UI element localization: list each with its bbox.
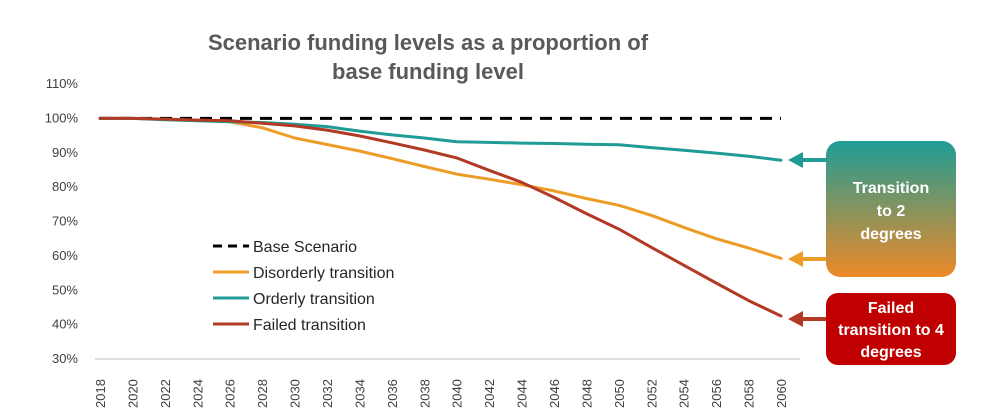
legend-label: Disorderly transition [253, 265, 394, 282]
x-tick-label: 2026 [223, 379, 238, 408]
x-tick-label: 2034 [352, 379, 367, 408]
y-tick-label: 80% [52, 179, 78, 194]
x-tick-label: 2032 [320, 379, 335, 408]
legend-label: Base Scenario [253, 239, 357, 256]
callout-4-degrees-line-1: Failed [868, 300, 914, 317]
legend-label: Failed transition [253, 317, 366, 334]
chart-title-line-1: Scenario funding levels as a proportion … [208, 30, 649, 55]
x-tick-label: 2058 [742, 379, 757, 408]
x-tick-label: 2042 [482, 379, 497, 408]
x-tick-label: 2056 [709, 379, 724, 408]
y-tick-label: 100% [45, 110, 79, 125]
callout-box-2-degrees [826, 141, 956, 277]
y-tick-label: 50% [52, 282, 78, 297]
x-tick-label: 2052 [644, 379, 659, 408]
x-tick-label: 2018 [93, 379, 108, 408]
y-tick-label: 30% [52, 351, 78, 366]
x-tick-label: 2050 [612, 379, 627, 408]
legend-label: Orderly transition [253, 291, 375, 308]
y-tick-label: 90% [52, 145, 78, 160]
x-tick-label: 2028 [255, 379, 270, 408]
x-tick-label: 2040 [450, 379, 465, 408]
callout-2-degrees-line-1: Transition [853, 180, 929, 197]
x-tick-label: 2054 [677, 379, 692, 408]
callout-2-degrees-line-3: degrees [860, 226, 921, 243]
y-tick-label: 70% [52, 214, 78, 229]
x-tick-label: 2024 [190, 379, 205, 408]
y-tick-label: 40% [52, 317, 78, 332]
x-tick-label: 2036 [385, 379, 400, 408]
chart-title-line-2: base funding level [332, 59, 524, 84]
x-tick-label: 2048 [579, 379, 594, 408]
x-tick-label: 2038 [417, 379, 432, 408]
x-tick-label: 2044 [515, 379, 530, 408]
callout-2-degrees-line-2: to 2 [877, 203, 906, 220]
x-tick-label: 2060 [774, 379, 789, 408]
x-tick-label: 2020 [125, 379, 140, 408]
callout-4-degrees-line-3: degrees [860, 344, 921, 361]
callout-box-4-degrees [826, 293, 956, 365]
callout-4-degrees-line-2: transition to 4 [838, 322, 944, 339]
x-tick-label: 2022 [158, 379, 173, 408]
series-line-failed-transition [98, 116, 783, 318]
x-tick-label: 2046 [547, 379, 562, 408]
y-tick-label: 110% [46, 76, 79, 91]
y-tick-label: 60% [52, 248, 78, 263]
x-tick-label: 2030 [288, 379, 303, 408]
